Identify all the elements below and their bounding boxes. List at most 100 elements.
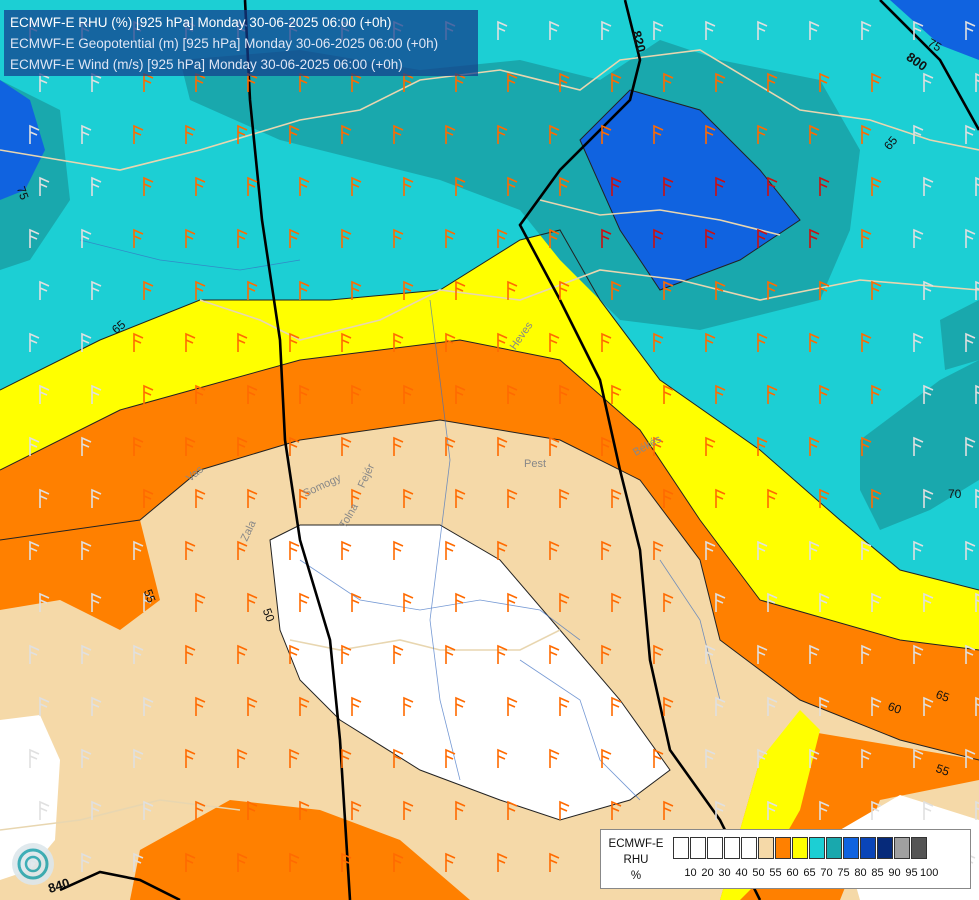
wind-barb: [393, 228, 404, 248]
wind-barb: [133, 332, 144, 352]
wind-barb: [185, 124, 196, 144]
wind-barb: [497, 124, 508, 144]
wind-barb: [497, 436, 508, 456]
wind-barb: [715, 488, 726, 508]
wind-barb: [445, 228, 456, 248]
wind-barb: [611, 280, 622, 300]
rhu-area-75-80: [580, 90, 800, 290]
wind-barb: [913, 332, 924, 352]
wind-barb: [965, 436, 976, 456]
wind-barb: [497, 332, 508, 352]
wind-barb: [757, 644, 768, 664]
wind-barb: [247, 488, 258, 508]
wind-barb: [705, 124, 716, 144]
wind-barb: [497, 644, 508, 664]
wind-barb: [549, 852, 560, 872]
wind-barb: [611, 696, 622, 716]
legend-tick-label: 90: [888, 867, 901, 879]
wind-barb: [871, 72, 882, 92]
wind-barb: [819, 696, 830, 716]
wind-barb: [289, 852, 300, 872]
wind-barb: [653, 540, 664, 560]
wind-barb: [247, 176, 258, 196]
rhu-area-below-50: [270, 525, 670, 820]
wind-barb: [393, 124, 404, 144]
wind-barb: [289, 436, 300, 456]
rhu-area-55-60-south: [130, 800, 470, 900]
legend-swatch: [741, 837, 757, 859]
wind-barb: [143, 384, 154, 404]
wind-barb: [653, 644, 664, 664]
wind-barb: [289, 540, 300, 560]
wind-barb: [861, 748, 872, 768]
wind-barb: [195, 800, 206, 820]
wind-barb: [247, 592, 258, 612]
wind-barb: [663, 488, 674, 508]
wind-barb: [861, 436, 872, 456]
legend-swatch: [724, 837, 740, 859]
wind-barb: [91, 800, 102, 820]
wind-barb: [913, 228, 924, 248]
wind-barb: [809, 644, 820, 664]
wind-barb: [819, 488, 830, 508]
wind-barb: [819, 592, 830, 612]
legend-tick-label: 55: [769, 867, 782, 879]
wind-barb: [601, 436, 612, 456]
legend-ticks: 10 20 30 40 50 55 60 65 70 75 80 85 90 95 100: [682, 867, 938, 879]
wind-barb: [663, 592, 674, 612]
wind-barb: [757, 748, 768, 768]
wind-barb: [871, 488, 882, 508]
wind-barb: [705, 20, 716, 40]
wind-barb: [237, 332, 248, 352]
wind-barb: [143, 176, 154, 196]
wind-barb: [601, 540, 612, 560]
wind-barb: [507, 592, 518, 612]
wind-barb: [913, 540, 924, 560]
wind-barb: [39, 488, 50, 508]
wind-barb: [601, 748, 612, 768]
wind-barb: [507, 488, 518, 508]
wind-barb: [809, 20, 820, 40]
wind-barb: [247, 280, 258, 300]
legend-swatch: [860, 837, 876, 859]
wind-barb: [975, 488, 979, 508]
wind-barb: [871, 696, 882, 716]
wind-barb: [143, 592, 154, 612]
wind-barb: [559, 280, 570, 300]
wind-barb: [663, 176, 674, 196]
wind-barb: [289, 124, 300, 144]
wind-barb: [653, 124, 664, 144]
wind-barb: [923, 592, 934, 612]
wind-barb: [403, 696, 414, 716]
wind-barb: [185, 852, 196, 872]
wind-barb: [289, 228, 300, 248]
wind-barb: [455, 176, 466, 196]
wind-barb: [133, 228, 144, 248]
wind-barb: [663, 696, 674, 716]
wind-barb: [81, 436, 92, 456]
wind-barb: [299, 800, 310, 820]
legend-tick-label: 10: [684, 867, 697, 879]
legend-tick-label: 20: [701, 867, 714, 879]
wind-barb: [871, 280, 882, 300]
wind-barb: [663, 384, 674, 404]
wind-barb: [497, 540, 508, 560]
legend-model: ECMWF-E: [608, 838, 664, 850]
wind-barb: [403, 592, 414, 612]
wind-barb: [237, 540, 248, 560]
wind-barb: [237, 124, 248, 144]
country-borders: [0, 49, 979, 831]
wind-barb: [445, 644, 456, 664]
wind-barb: [819, 280, 830, 300]
wind-barb: [185, 228, 196, 248]
wind-barb: [455, 696, 466, 716]
wind-barb: [393, 332, 404, 352]
wind-barb: [861, 332, 872, 352]
wind-barb: [861, 20, 872, 40]
wind-barb: [715, 592, 726, 612]
wind-barb: [767, 696, 778, 716]
wind-barb: [809, 124, 820, 144]
wind-barb: [39, 696, 50, 716]
wind-barb: [237, 436, 248, 456]
